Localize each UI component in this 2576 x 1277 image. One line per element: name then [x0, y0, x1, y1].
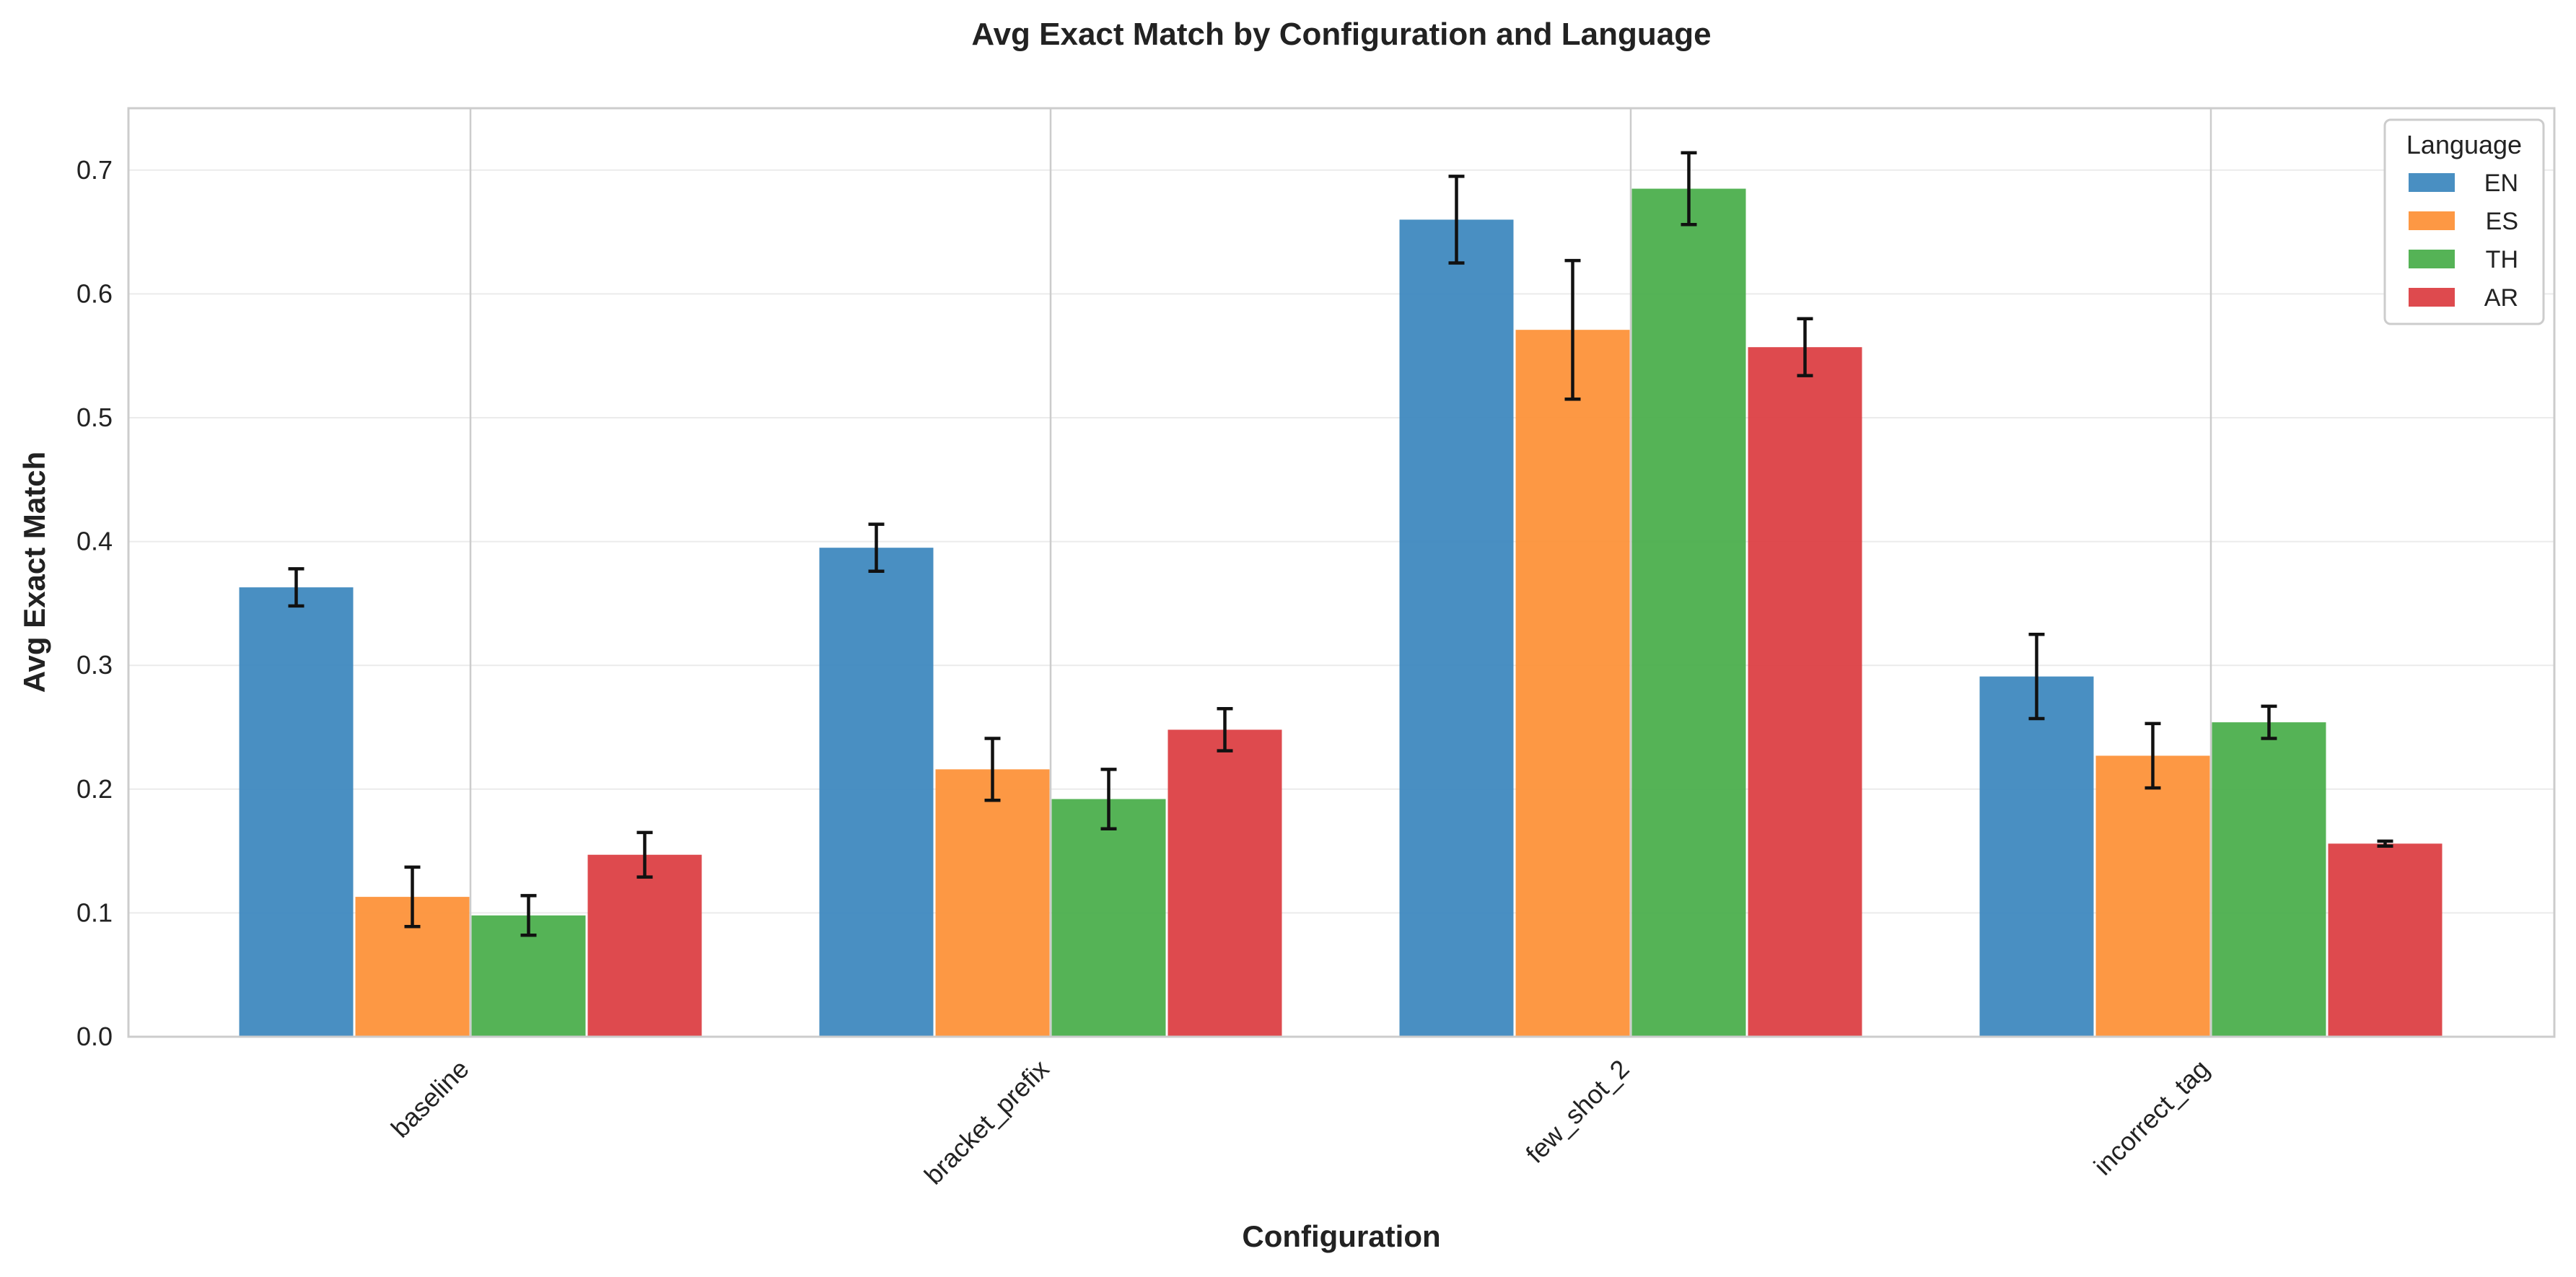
bar-ar [587, 854, 702, 1037]
legend-swatch-es [2409, 211, 2455, 230]
y-tick-label: 0.6 [76, 278, 113, 308]
legend-items: EN ES TH AR [2409, 170, 2518, 312]
plot-frame [127, 107, 2556, 1038]
x-axis-label: Configuration [1242, 1219, 1440, 1253]
y-axis-label: Avg Exact Match [17, 452, 51, 693]
chart-title: Avg Exact Match by Configuration and Lan… [971, 17, 1711, 52]
bar-ar [1748, 347, 1862, 1037]
legend-title: Language [2406, 130, 2522, 159]
bar-en [239, 587, 354, 1037]
error-bars [288, 151, 2393, 937]
bar-ar [2328, 843, 2443, 1037]
legend-label-th: TH [2486, 246, 2518, 273]
bar-th [1051, 799, 1166, 1037]
legend-label-ar: AR [2484, 284, 2518, 312]
y-tick-label: 0.2 [76, 774, 113, 804]
bar-ar [1167, 729, 1282, 1037]
bar-en [1399, 219, 1514, 1037]
y-tick-label: 0.3 [76, 650, 113, 680]
bar-th [1631, 188, 1746, 1037]
legend-label-en: EN [2484, 170, 2518, 197]
bars [239, 188, 2443, 1037]
bar-es [1515, 330, 1630, 1037]
bar-es [935, 769, 1050, 1037]
bar-es [2095, 755, 2210, 1037]
y-tick-labels: 0.0 0.1 0.2 0.3 0.4 0.5 0.6 0.7 [76, 155, 113, 1051]
legend: Language EN ES TH AR [2383, 118, 2545, 325]
bar-th [2212, 722, 2326, 1037]
legend-swatch-en [2409, 173, 2455, 192]
legend-box [2383, 118, 2545, 325]
legend-swatch-ar [2409, 288, 2455, 307]
y-tick-label: 0.5 [76, 403, 113, 432]
y-tick-label: 0.1 [76, 898, 113, 927]
y-tick-label: 0.0 [76, 1022, 113, 1051]
bar-en [819, 548, 934, 1037]
legend-label-es: ES [2486, 208, 2518, 235]
y-tick-label: 0.4 [76, 527, 113, 556]
legend-swatch-th [2409, 250, 2455, 268]
bar-en [1979, 676, 2094, 1037]
y-tick-label: 0.7 [76, 155, 113, 185]
grid-lines [128, 108, 2554, 1037]
